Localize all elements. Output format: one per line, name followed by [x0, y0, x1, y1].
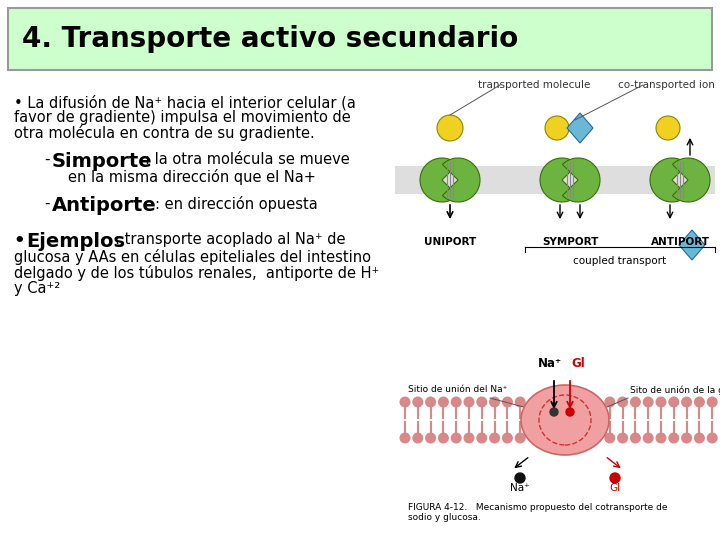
Text: Ejemplos: Ejemplos [26, 232, 125, 251]
Circle shape [655, 396, 667, 408]
Circle shape [643, 396, 654, 408]
Text: glucosa y AAs en células epiteliales del intestino: glucosa y AAs en células epiteliales del… [14, 249, 371, 265]
Circle shape [489, 396, 500, 408]
Text: en la misma dirección que el Na+: en la misma dirección que el Na+ [68, 169, 316, 185]
Circle shape [489, 433, 500, 443]
Text: : transporte acoplado al Na⁺ de: : transporte acoplado al Na⁺ de [115, 232, 346, 247]
Text: Simporte: Simporte [52, 152, 153, 171]
Text: Antiporte: Antiporte [52, 196, 157, 215]
Circle shape [545, 116, 569, 140]
Text: Gl: Gl [571, 357, 585, 370]
Text: FIGURA 4-12.   Mecanismo propuesto del cotransporte de
sodio y glucosa.: FIGURA 4-12. Mecanismo propuesto del cot… [408, 503, 667, 522]
Circle shape [694, 396, 705, 408]
Text: transported molecule: transported molecule [478, 80, 590, 90]
Circle shape [400, 396, 410, 408]
Circle shape [604, 433, 616, 443]
Circle shape [515, 396, 526, 408]
Circle shape [550, 408, 558, 416]
Text: Sito de unión de la glucosa: Sito de unión de la glucosa [630, 385, 720, 395]
Circle shape [425, 433, 436, 443]
Circle shape [610, 473, 620, 483]
Circle shape [707, 396, 718, 408]
Text: coupled transport: coupled transport [573, 256, 667, 266]
Text: Gl: Gl [609, 483, 621, 493]
Circle shape [464, 396, 474, 408]
Circle shape [681, 433, 692, 443]
Wedge shape [540, 158, 577, 202]
Text: favor de gradiente) impulsa el movimiento de: favor de gradiente) impulsa el movimient… [14, 110, 351, 125]
Circle shape [694, 433, 705, 443]
Circle shape [464, 433, 474, 443]
Circle shape [413, 396, 423, 408]
Circle shape [668, 433, 679, 443]
Text: Na⁺: Na⁺ [510, 483, 530, 493]
Text: UNIPORT: UNIPORT [424, 237, 476, 247]
Text: • La difusión de Na⁺ hacia el interior celular (a: • La difusión de Na⁺ hacia el interior c… [14, 95, 356, 111]
Text: SYMPORT: SYMPORT [542, 237, 598, 247]
Circle shape [655, 433, 667, 443]
Circle shape [656, 116, 680, 140]
Text: 4. Transporte activo secundario: 4. Transporte activo secundario [22, 25, 518, 53]
Circle shape [477, 433, 487, 443]
Circle shape [630, 433, 641, 443]
Circle shape [413, 433, 423, 443]
Bar [390, 75, 715, 290]
Circle shape [438, 433, 449, 443]
Text: •: • [14, 232, 32, 250]
Circle shape [617, 433, 628, 443]
Circle shape [515, 473, 525, 483]
Circle shape [566, 408, 574, 416]
Circle shape [502, 433, 513, 443]
Circle shape [438, 396, 449, 408]
Text: -: - [45, 152, 55, 167]
Circle shape [400, 433, 410, 443]
Wedge shape [562, 158, 600, 202]
Text: : la otra molécula se mueve: : la otra molécula se mueve [145, 152, 350, 167]
Bar [395, 166, 715, 194]
Circle shape [451, 396, 462, 408]
Ellipse shape [521, 385, 609, 455]
Text: Na⁺: Na⁺ [538, 357, 562, 370]
Polygon shape [567, 113, 593, 143]
Circle shape [668, 396, 679, 408]
Wedge shape [443, 158, 480, 202]
Wedge shape [650, 158, 688, 202]
Circle shape [604, 396, 616, 408]
Text: y Ca⁺²: y Ca⁺² [14, 281, 60, 296]
Text: delgado y de los túbulos renales,  antiporte de H⁺: delgado y de los túbulos renales, antipo… [14, 265, 379, 281]
Circle shape [477, 396, 487, 408]
Text: otra molécula en contra de su gradiente.: otra molécula en contra de su gradiente. [14, 125, 315, 141]
Circle shape [707, 433, 718, 443]
Circle shape [643, 433, 654, 443]
Circle shape [437, 115, 463, 141]
Wedge shape [672, 158, 710, 202]
Circle shape [515, 433, 526, 443]
Circle shape [451, 433, 462, 443]
Circle shape [630, 396, 641, 408]
Bar [8, 8, 712, 70]
Circle shape [425, 396, 436, 408]
Text: Sitio de unión del Na⁺: Sitio de unión del Na⁺ [408, 386, 508, 395]
Polygon shape [679, 230, 705, 260]
Text: co-transported ion: co-transported ion [618, 80, 715, 90]
Circle shape [617, 396, 628, 408]
Wedge shape [420, 158, 457, 202]
Text: : en dirección opuesta: : en dirección opuesta [155, 196, 318, 212]
Text: -: - [45, 196, 55, 211]
Text: ANTIPORT: ANTIPORT [650, 237, 709, 247]
Circle shape [681, 396, 692, 408]
Circle shape [502, 396, 513, 408]
